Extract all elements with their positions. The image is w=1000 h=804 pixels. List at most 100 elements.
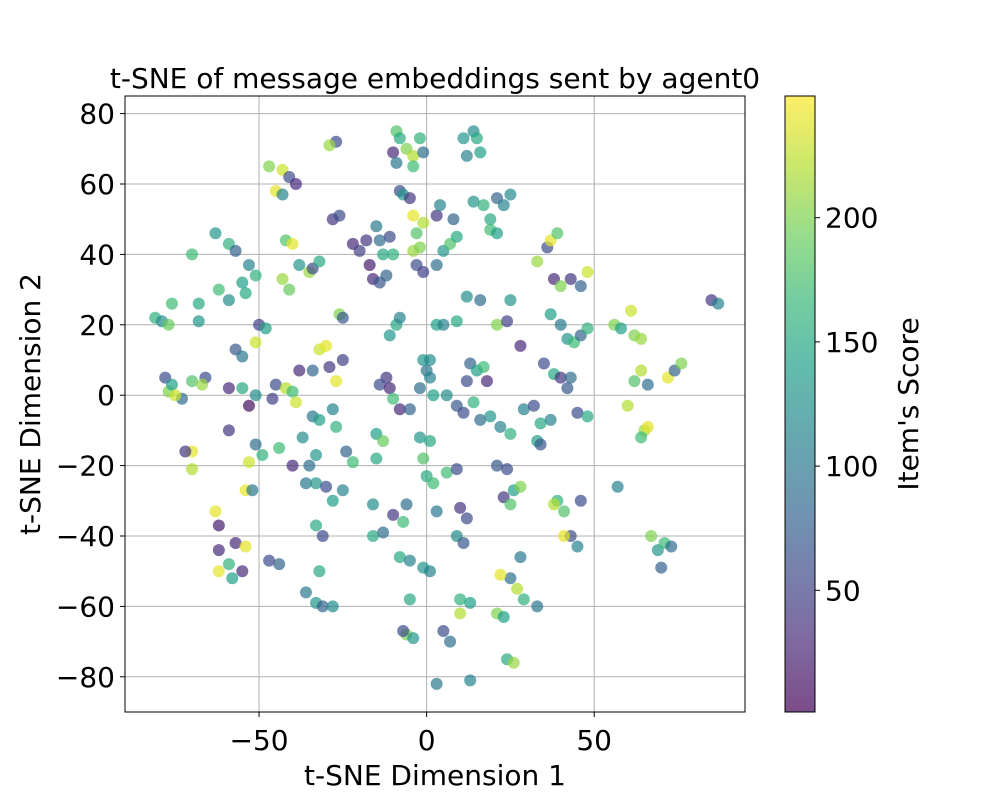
- data-point: [263, 554, 276, 567]
- data-point: [186, 375, 199, 388]
- data-point: [310, 449, 323, 462]
- data-point: [554, 280, 567, 293]
- x-axis-ticks: −50 0 50: [230, 712, 612, 757]
- data-point: [373, 378, 386, 391]
- data-point: [330, 420, 343, 433]
- data-point: [417, 266, 430, 278]
- data-point: [437, 625, 450, 638]
- data-point: [367, 530, 379, 542]
- data-point: [326, 600, 339, 613]
- data-point: [249, 269, 262, 282]
- data-point: [531, 255, 544, 268]
- data-point: [561, 382, 574, 395]
- data-point: [212, 283, 225, 296]
- data-point: [273, 442, 286, 454]
- data-point: [226, 572, 239, 585]
- data-point: [236, 565, 249, 578]
- data-point: [330, 375, 343, 388]
- y-tick-label: −60: [56, 590, 115, 623]
- data-point: [417, 216, 430, 229]
- data-point: [437, 318, 450, 331]
- data-point: [494, 420, 507, 433]
- data-point: [246, 484, 259, 497]
- data-point: [635, 332, 648, 345]
- scatter-points: [149, 125, 725, 690]
- data-point: [387, 248, 400, 261]
- data-point: [340, 445, 353, 458]
- plot-area-frame: [124, 95, 746, 713]
- data-point: [504, 572, 517, 585]
- data-point: [413, 382, 426, 395]
- data-point: [209, 505, 222, 518]
- colorbar-tick-label: 150: [825, 326, 878, 359]
- data-point: [504, 294, 517, 307]
- data-point: [370, 452, 383, 465]
- data-point: [222, 558, 235, 571]
- data-point: [387, 146, 400, 159]
- y-axis-label: t-SNE Dimension 2: [14, 273, 47, 535]
- data-point: [162, 318, 175, 331]
- data-point: [239, 540, 252, 553]
- data-point: [467, 396, 480, 409]
- data-point: [454, 593, 467, 606]
- data-point: [574, 280, 587, 293]
- data-point: [514, 480, 527, 493]
- data-point: [169, 389, 182, 402]
- y-tick-label: −20: [56, 450, 115, 483]
- data-point: [423, 565, 436, 578]
- data-point: [645, 530, 658, 542]
- data-point: [484, 410, 497, 423]
- data-point: [430, 677, 443, 690]
- data-point: [551, 227, 564, 240]
- data-point: [480, 375, 493, 388]
- data-point: [514, 339, 527, 352]
- data-point: [243, 399, 255, 412]
- data-point: [383, 329, 396, 342]
- data-point: [635, 364, 648, 377]
- data-point: [527, 399, 540, 412]
- data-point: [460, 149, 473, 162]
- data-point: [611, 480, 624, 493]
- data-point: [299, 586, 312, 599]
- data-point: [558, 530, 571, 542]
- data-point: [517, 593, 530, 606]
- data-point: [367, 498, 379, 511]
- data-point: [263, 160, 276, 173]
- data-point: [400, 498, 413, 511]
- data-point: [165, 297, 178, 310]
- data-point: [336, 484, 349, 497]
- data-point: [464, 674, 477, 687]
- y-tick-label: 40: [79, 238, 115, 271]
- data-point: [293, 364, 306, 377]
- data-point: [491, 318, 503, 331]
- data-point: [249, 438, 262, 451]
- data-point: [320, 339, 333, 352]
- data-point: [313, 255, 326, 268]
- data-point: [360, 234, 373, 247]
- data-point: [564, 273, 577, 286]
- data-point: [427, 477, 440, 490]
- y-axis-ticks: −80 −60 −40 −20 0 20 40 60 80: [56, 98, 125, 694]
- data-point: [413, 431, 426, 444]
- data-point: [655, 561, 668, 574]
- data-point: [320, 480, 333, 493]
- data-point: [326, 403, 339, 416]
- data-point: [517, 403, 530, 416]
- data-point: [377, 526, 390, 539]
- data-point: [249, 336, 262, 349]
- data-point: [511, 582, 524, 595]
- data-point: [380, 269, 393, 282]
- data-point: [289, 396, 302, 409]
- data-point: [390, 156, 403, 169]
- data-point: [474, 294, 487, 307]
- data-point: [534, 438, 547, 451]
- data-point: [665, 540, 678, 553]
- data-point: [641, 378, 654, 391]
- data-point: [353, 244, 366, 257]
- data-point: [407, 160, 420, 173]
- data-point: [467, 195, 480, 208]
- data-point: [222, 294, 235, 307]
- data-point: [313, 565, 326, 578]
- data-point: [531, 600, 544, 613]
- data-point: [310, 477, 323, 490]
